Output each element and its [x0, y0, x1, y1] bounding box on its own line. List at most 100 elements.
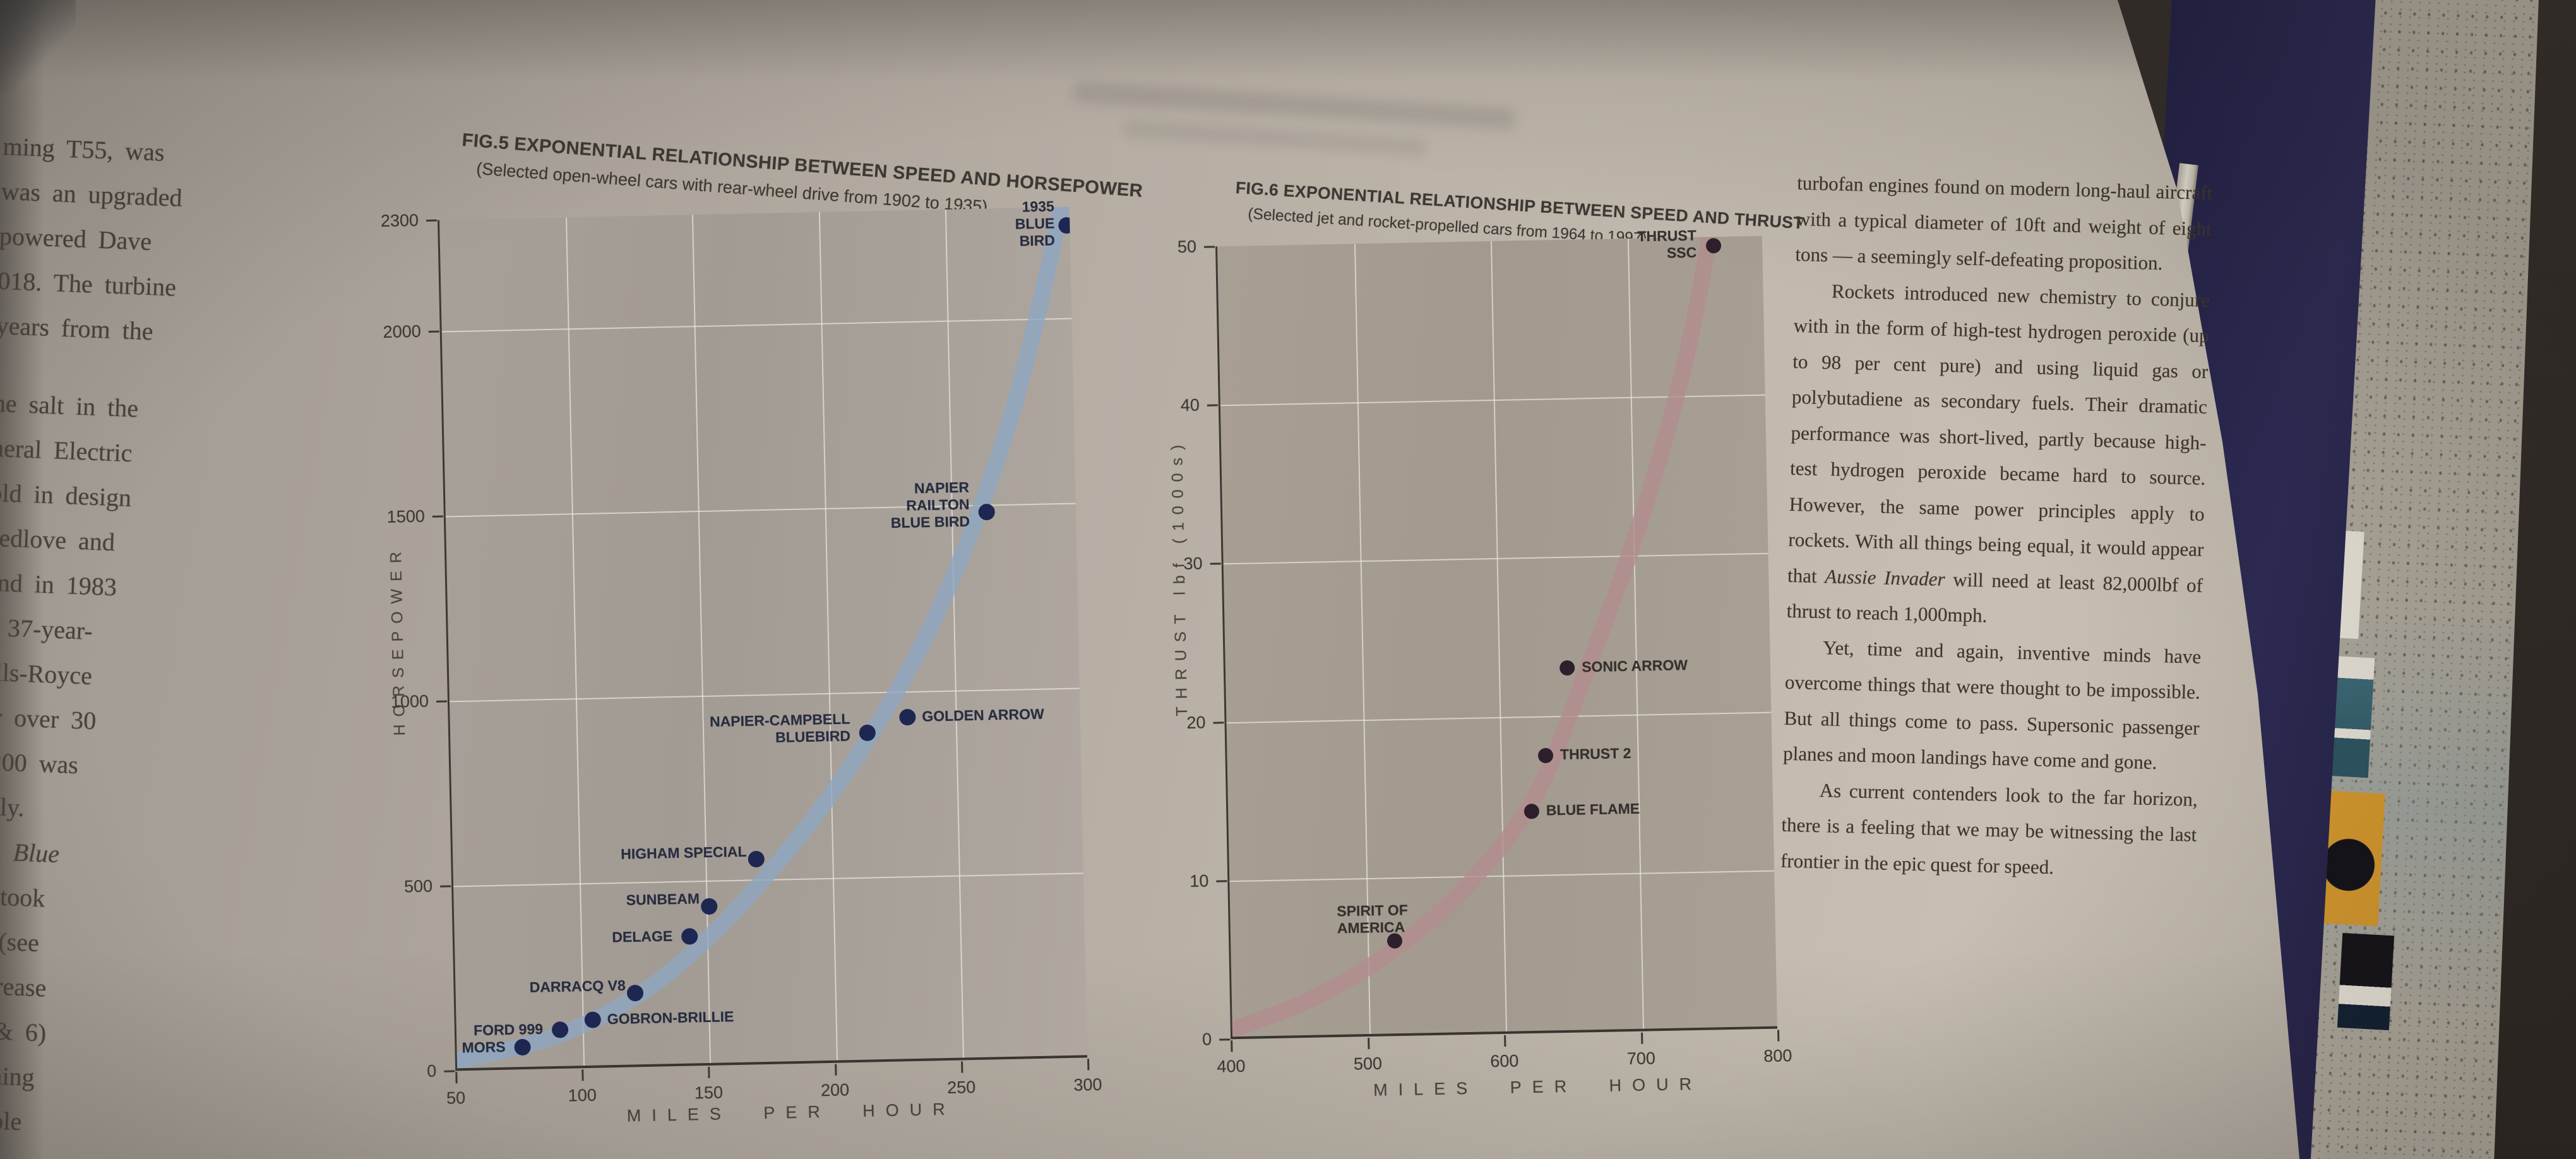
x-tick-label: 700 — [1626, 1049, 1656, 1069]
x-tick-mark — [455, 1072, 458, 1084]
data-point-thrust-2 — [1538, 747, 1554, 763]
y-tick-label: 2000 — [383, 321, 421, 342]
x-tick-mark — [834, 1064, 837, 1076]
fig6-chart: THRUST lbf (1000s) MILES PER HOUR 400 500… — [1168, 227, 1792, 1100]
point-label-higham-special: HIGHAM SPECIAL — [620, 843, 747, 862]
y-tick-label: 1500 — [386, 506, 426, 526]
fig5-chart: HORSEPOWER MILES PER HOUR 50 100 150 200 250… — [381, 198, 1102, 1126]
y-tick-label: 1000 — [390, 691, 429, 711]
point-label-1935-blue-bird: 1935 BLUE BIRD — [1015, 198, 1056, 249]
y-tick-mark — [444, 1070, 455, 1073]
x-tick-mark — [581, 1069, 584, 1081]
y-tick-mark — [440, 885, 451, 888]
y-tick-mark — [436, 700, 447, 703]
body-text-segment: As current contenders look to the far ho… — [1780, 778, 2198, 878]
x-tick-label: 600 — [1490, 1051, 1519, 1071]
x-tick-label: 50 — [446, 1088, 466, 1108]
data-point-higham-special — [748, 851, 765, 868]
y-tick-mark — [1210, 562, 1221, 566]
trend-curve-svg — [1217, 235, 1724, 1040]
point-label-ford-999: FORD 999 — [473, 1021, 544, 1039]
left-column-text-fragments: ming T55, was was an upgraded powered Dave… — [0, 124, 275, 1159]
y-tick-label: 0 — [426, 1061, 437, 1081]
point-label-thrust-ssc: THRUST SSC — [1637, 227, 1697, 261]
body-paragraph: turbofan engines found on modern long-ha… — [1795, 165, 2213, 283]
body-paragraph: As current contenders look to the far ho… — [1780, 771, 2198, 889]
data-point-spirit-of-america — [1386, 933, 1402, 949]
point-label-sunbeam: SUNBEAM — [626, 890, 700, 908]
x-tick-label: 500 — [1353, 1054, 1383, 1074]
data-point-darracq-v8 — [626, 985, 643, 1002]
point-label-napier-campbell-bluebird: NAPIER-CAMPBELL BLUEBIRD — [709, 710, 851, 746]
point-label-golden-arrow: GOLDEN ARROW — [922, 705, 1044, 725]
photo-corner-shadow — [0, 0, 76, 95]
y-tick-label: 20 — [1186, 712, 1206, 732]
data-point-napier-railton-blue-bird — [978, 504, 995, 521]
point-label-napier-railton-blue-bird: NAPIER RAILTON BLUE BIRD — [890, 478, 970, 531]
y-tick-label: 50 — [1177, 237, 1197, 257]
point-label-delage: DELAGE — [612, 927, 673, 946]
body-paragraph: Yet, time and again, inventive minds hav… — [1783, 629, 2202, 782]
x-tick-mark — [1087, 1059, 1090, 1071]
x-tick-label: 150 — [694, 1083, 724, 1103]
exponential-trend-curve — [1217, 235, 1724, 1040]
x-tick-mark — [1777, 1030, 1780, 1042]
x-tick-mark — [1367, 1037, 1369, 1050]
x-tick-mark — [1640, 1032, 1643, 1044]
data-point-golden-arrow — [899, 709, 916, 726]
body-text-segment: Aussie Invader — [1825, 564, 1946, 590]
x-tick-label: 400 — [1217, 1056, 1246, 1076]
y-tick-label: 40 — [1180, 395, 1200, 415]
point-label-sonic-arrow: SONIC ARROW — [1581, 657, 1688, 675]
left-text-fragment-italic: Blue — [12, 838, 60, 869]
y-tick-label: 500 — [403, 876, 433, 896]
y-tick-mark — [1213, 721, 1224, 724]
y-tick-label: 10 — [1189, 871, 1209, 891]
body-text-segment: Yet, time and again, inventive minds hav… — [1782, 636, 2202, 774]
body-text-column: turbofan engines found on modern long-ha… — [1780, 165, 2213, 889]
photo-card-yellow — [2323, 790, 2385, 927]
point-label-mors: MORS — [462, 1038, 506, 1056]
trend-curve-svg — [443, 206, 1075, 1070]
data-point-gobron-brillie — [584, 1011, 601, 1028]
x-tick-mark — [1504, 1035, 1506, 1047]
x-tick-label: 800 — [1763, 1046, 1792, 1066]
exponential-trend-curve — [443, 206, 1075, 1070]
y-tick-mark — [1219, 1038, 1231, 1041]
y-tick-label: 2300 — [380, 210, 419, 231]
data-point-delage — [681, 928, 698, 945]
y-tick-label: 0 — [1202, 1030, 1212, 1049]
data-point-thrust-ssc — [1706, 238, 1722, 254]
point-label-blue-flame: BLUE FLAME — [1546, 800, 1640, 819]
page-left-shadow — [0, 0, 44, 1159]
data-point-blue-flame — [1524, 804, 1539, 819]
fig6-plot-area — [1215, 235, 1777, 1040]
point-label-spirit-of-america: SPIRIT OF AMERICA — [1337, 901, 1409, 937]
y-tick-mark — [1204, 246, 1215, 248]
body-paragraph: Rockets introduced new chemistry to conj… — [1786, 272, 2210, 639]
point-label-gobron-brillie: GOBRON-BRILLIE — [607, 1007, 734, 1028]
x-tick-label: 100 — [568, 1085, 597, 1105]
body-text-segment: Rockets introduced new chemistry to conj… — [1787, 279, 2210, 587]
photo-card-dark — [2337, 932, 2395, 1031]
point-label-darracq-v8: DARRACQ V8 — [529, 977, 626, 996]
fig5-plot-area — [437, 206, 1088, 1071]
data-point-mors — [514, 1038, 531, 1055]
data-point-sonic-arrow — [1559, 660, 1575, 676]
x-tick-label: 200 — [820, 1080, 850, 1100]
y-tick-mark — [428, 330, 439, 333]
data-point-ford-999 — [552, 1021, 569, 1038]
y-tick-mark — [1216, 880, 1227, 883]
y-tick-mark — [1207, 404, 1218, 407]
x-tick-label: 300 — [1073, 1074, 1102, 1095]
y-tick-label: 30 — [1183, 554, 1203, 574]
y-tick-mark — [432, 515, 443, 518]
point-label-thrust-2: THRUST 2 — [1559, 745, 1631, 763]
y-tick-mark — [426, 219, 438, 222]
body-text-segment: turbofan engines found on modern long-ha… — [1795, 171, 2213, 275]
x-tick-mark — [708, 1066, 710, 1078]
data-point-napier-campbell-bluebird — [859, 724, 876, 741]
x-tick-mark — [960, 1061, 963, 1073]
